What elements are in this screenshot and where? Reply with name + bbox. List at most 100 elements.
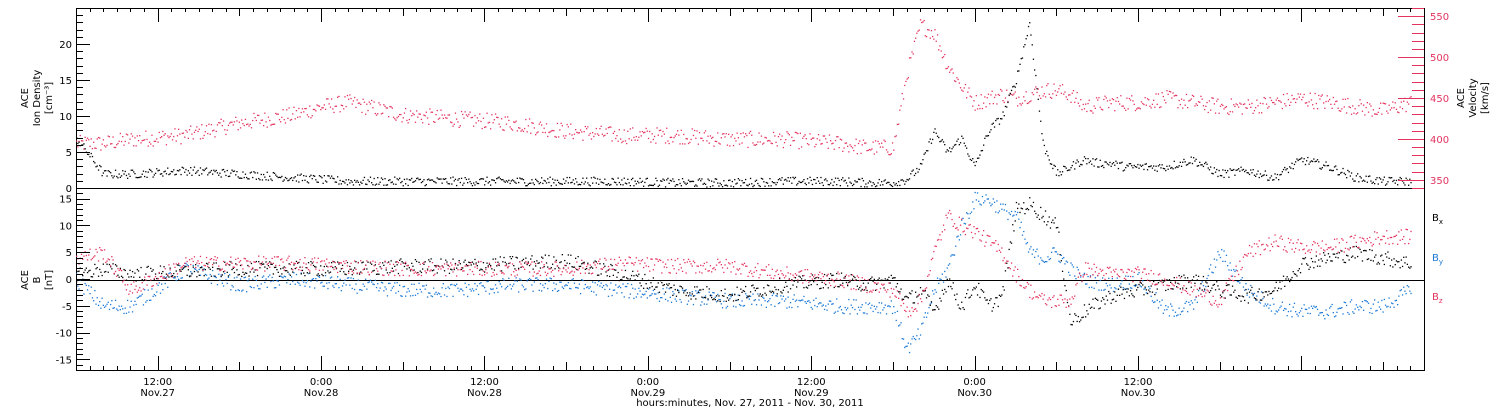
bz-point bbox=[735, 273, 737, 275]
by-point bbox=[154, 295, 157, 297]
density-point bbox=[662, 178, 664, 180]
density-point bbox=[967, 153, 969, 155]
density-point bbox=[605, 184, 607, 186]
bx-point bbox=[612, 274, 614, 276]
density-point bbox=[527, 183, 529, 185]
by-point bbox=[1401, 294, 1404, 296]
density-point bbox=[873, 183, 875, 185]
velocity-point bbox=[1094, 107, 1096, 109]
by-point bbox=[1042, 260, 1044, 262]
bx-point bbox=[706, 286, 708, 288]
velocity-point bbox=[1391, 107, 1393, 109]
by-point bbox=[1002, 203, 1004, 205]
density-point bbox=[1072, 161, 1075, 163]
velocity-point bbox=[422, 122, 424, 124]
bz-point bbox=[582, 267, 584, 269]
density-point bbox=[1213, 167, 1215, 169]
velocity-point bbox=[1024, 100, 1026, 102]
by-point bbox=[481, 285, 483, 287]
by-point bbox=[891, 312, 894, 315]
by-point bbox=[1280, 305, 1282, 307]
bx-point bbox=[871, 276, 873, 278]
velocity-point bbox=[1344, 98, 1347, 100]
bz-point bbox=[408, 275, 410, 277]
velocity-point bbox=[714, 140, 716, 142]
bz-point bbox=[409, 268, 412, 271]
by-point bbox=[108, 308, 111, 311]
density-point bbox=[1204, 162, 1206, 165]
bx-point bbox=[1348, 259, 1350, 261]
bz-point bbox=[737, 269, 739, 271]
velocity-point bbox=[924, 35, 926, 37]
by-point bbox=[1138, 272, 1140, 274]
velocity-point bbox=[605, 128, 607, 130]
bz-point bbox=[783, 277, 786, 279]
velocity-point bbox=[911, 51, 913, 53]
bx-point bbox=[674, 288, 676, 291]
bx-point bbox=[493, 269, 495, 271]
bz-point bbox=[253, 261, 255, 263]
by-point bbox=[1336, 311, 1338, 313]
by-point bbox=[747, 296, 749, 298]
bz-point bbox=[462, 270, 464, 272]
velocity-point bbox=[725, 133, 727, 135]
velocity-point bbox=[1161, 92, 1163, 94]
bx-point bbox=[226, 271, 228, 273]
by-point bbox=[447, 286, 449, 288]
density-point bbox=[314, 175, 316, 177]
bx-point bbox=[573, 266, 576, 268]
bx-point bbox=[765, 294, 767, 296]
velocity-point bbox=[1316, 108, 1319, 110]
by-point bbox=[538, 289, 540, 291]
by-point bbox=[1001, 208, 1003, 210]
bz-point bbox=[479, 273, 481, 275]
velocity-point bbox=[1007, 100, 1009, 103]
by-point bbox=[1189, 304, 1191, 306]
density-point bbox=[224, 171, 226, 173]
bx-point bbox=[947, 285, 950, 288]
by-point bbox=[911, 338, 913, 340]
bx-point bbox=[808, 284, 810, 287]
by-point bbox=[156, 291, 158, 293]
by-point bbox=[106, 303, 108, 305]
bx-point bbox=[1166, 279, 1168, 281]
by-point bbox=[789, 302, 792, 304]
by-point bbox=[266, 286, 268, 288]
velocity-point bbox=[1333, 103, 1336, 105]
bx-point bbox=[247, 264, 249, 267]
bz-point bbox=[607, 265, 610, 268]
density-point bbox=[102, 172, 104, 174]
density-point bbox=[107, 170, 109, 172]
bx-point bbox=[820, 287, 822, 289]
bx-point bbox=[1054, 217, 1056, 219]
by-point bbox=[772, 292, 775, 295]
bz-point bbox=[760, 269, 763, 271]
bz-point bbox=[154, 275, 157, 278]
velocity-point bbox=[1046, 84, 1048, 87]
bz-point bbox=[485, 269, 487, 271]
bx-point bbox=[186, 274, 188, 276]
density-point bbox=[504, 181, 506, 183]
by-point bbox=[232, 286, 234, 288]
bz-point bbox=[643, 266, 645, 269]
velocity-point bbox=[690, 138, 692, 141]
bx-point bbox=[791, 279, 793, 281]
density-point bbox=[950, 151, 952, 153]
bx-point bbox=[265, 261, 267, 263]
velocity-point bbox=[910, 57, 912, 59]
density-point bbox=[593, 176, 595, 178]
bx-point bbox=[950, 285, 952, 288]
by-point bbox=[238, 289, 240, 292]
velocity-point bbox=[998, 94, 1001, 96]
by-point bbox=[884, 304, 886, 306]
by-point bbox=[163, 276, 165, 278]
bx-point bbox=[1093, 307, 1095, 309]
by-point bbox=[362, 283, 364, 285]
by-point bbox=[402, 286, 404, 288]
bz-point bbox=[392, 263, 395, 266]
velocity-point bbox=[142, 139, 145, 141]
bz-point bbox=[80, 253, 83, 255]
by-point bbox=[305, 282, 307, 284]
bz-point bbox=[657, 260, 659, 262]
velocity-point bbox=[1093, 105, 1095, 107]
